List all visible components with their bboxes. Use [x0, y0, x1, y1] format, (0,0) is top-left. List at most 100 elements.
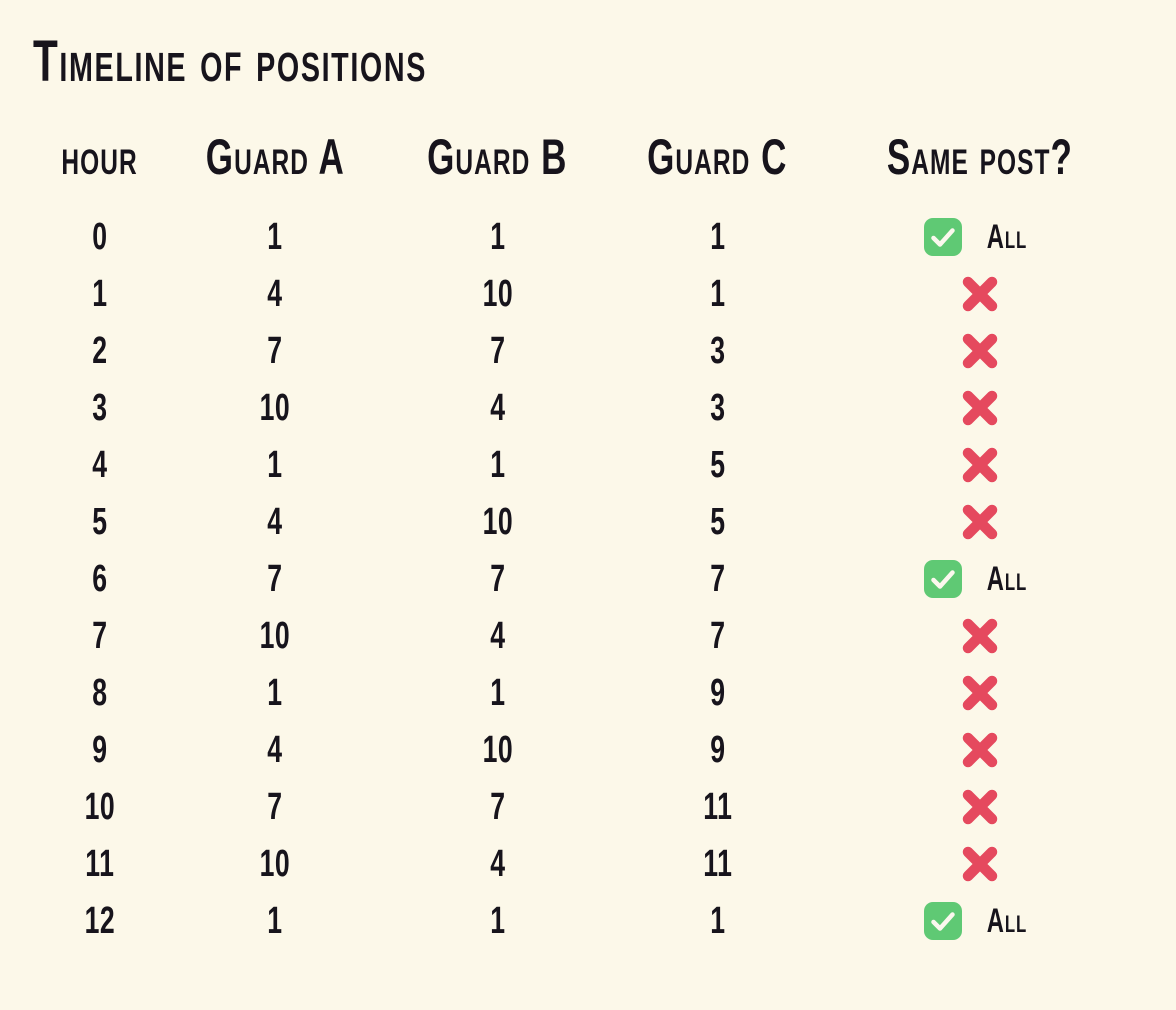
guard-a-cell: 4	[264, 731, 286, 769]
guard-c-cell: 5	[707, 503, 729, 541]
guard-c-cell: 1	[707, 275, 729, 313]
guard-c-cell: 1	[707, 218, 729, 256]
guard-b-cell: 1	[487, 674, 509, 712]
guard-a-cell: 10	[253, 617, 297, 655]
cell-value: 1	[267, 899, 283, 942]
x-icon	[956, 441, 1004, 489]
x-icon	[956, 270, 1004, 318]
same-post-cell	[956, 441, 1004, 489]
same-post-cell	[956, 498, 1004, 546]
guard-b-cell: 4	[487, 389, 509, 427]
cell-value: 1	[709, 215, 726, 258]
cell-value: 1	[267, 671, 283, 714]
mismatch-indicator	[956, 498, 1004, 546]
hour-cell: 5	[89, 503, 111, 541]
guard-a-cell: 1	[264, 674, 286, 712]
column-header-guard-b: Guard B	[427, 128, 568, 185]
cell-value: 10	[84, 785, 116, 828]
column-header-same-post: Same post?	[886, 128, 1074, 185]
hour-cell: 6	[89, 560, 111, 598]
cell-value: 10	[259, 386, 291, 429]
guard-a-cell: 10	[253, 389, 297, 427]
cell-value: 10	[482, 500, 513, 543]
hour-cell: 4	[89, 446, 111, 484]
guard-a-cell: 4	[264, 503, 286, 541]
same-post-cell	[956, 840, 1004, 888]
guard-a-cell: 1	[264, 902, 286, 940]
hour-cell: 7	[89, 617, 111, 655]
check-icon	[924, 559, 963, 598]
cell-value: 1	[489, 899, 506, 942]
hour-cell: 2	[89, 332, 111, 370]
guard-c-cell: 3	[707, 332, 729, 370]
cell-value: 1	[489, 215, 506, 258]
cell-value: 1	[709, 272, 726, 315]
cell-value: 9	[709, 728, 726, 771]
same-post-cell	[956, 270, 1004, 318]
cell-value: 2	[92, 329, 108, 372]
x-icon	[956, 669, 1004, 717]
cell-value: 7	[267, 557, 283, 600]
guard-b-cell: 4	[487, 845, 509, 883]
cell-value: 11	[702, 842, 733, 885]
cell-value: 10	[482, 272, 513, 315]
all-same-indicator: All	[924, 559, 1036, 598]
cell-value: 4	[489, 386, 506, 429]
cell-value: 4	[489, 614, 506, 657]
same-post-cell	[956, 726, 1004, 774]
cell-value: 7	[489, 785, 506, 828]
guard-a-cell: 10	[253, 845, 297, 883]
table-row: 8 1 1 9	[40, 664, 1130, 721]
column-header-guard-c: Guard C	[647, 128, 788, 185]
table-row: 3 10 4 3	[40, 379, 1130, 436]
guard-b-cell: 1	[487, 902, 509, 940]
guard-c-cell: 7	[707, 617, 729, 655]
cell-value: 6	[92, 557, 108, 600]
guard-b-cell: 10	[476, 275, 520, 313]
cell-value: 5	[709, 500, 726, 543]
same-post-cell	[956, 612, 1004, 660]
guard-c-cell: 1	[707, 902, 729, 940]
same-post-cell	[956, 384, 1004, 432]
guard-c-cell: 9	[707, 674, 729, 712]
cell-value: 7	[709, 614, 726, 657]
cell-value: 1	[709, 899, 726, 942]
cell-value: 10	[259, 614, 291, 657]
cell-value: 4	[92, 443, 108, 486]
cell-value: 12	[84, 899, 116, 942]
guard-b-cell: 1	[487, 218, 509, 256]
all-label: All	[986, 217, 1028, 256]
guard-a-cell: 7	[264, 788, 286, 826]
guard-b-cell: 4	[487, 617, 509, 655]
table-row: 6 7 7 7 All	[40, 550, 1130, 607]
guard-a-cell: 1	[264, 446, 286, 484]
cell-value: 8	[92, 671, 108, 714]
mismatch-indicator	[956, 384, 1004, 432]
same-post-cell: All	[924, 217, 1036, 256]
cell-value: 7	[267, 329, 283, 372]
cell-value: 4	[489, 842, 506, 885]
table-body: 0 1 1 1 All 1 4 10 1 2 7 7 3 3 10 4 3 4 1 1 5 5 4 10 5 6 7 7 7 All 7 10…	[40, 208, 1130, 949]
x-icon	[956, 726, 1004, 774]
guard-a-cell: 7	[264, 332, 286, 370]
cell-value: 1	[267, 443, 283, 486]
cell-value: 9	[92, 728, 108, 771]
guard-a-cell: 4	[264, 275, 286, 313]
guard-c-cell: 5	[707, 446, 729, 484]
x-icon	[956, 783, 1004, 831]
x-icon	[956, 498, 1004, 546]
page-title: Timeline of positions	[33, 31, 596, 93]
guard-c-cell: 7	[707, 560, 729, 598]
cell-value: 10	[482, 728, 513, 771]
cell-value: 11	[85, 842, 115, 885]
cell-value: 3	[92, 386, 108, 429]
cell-value: 11	[702, 785, 733, 828]
guard-a-cell: 7	[264, 560, 286, 598]
mismatch-indicator	[956, 840, 1004, 888]
hour-cell: 8	[89, 674, 111, 712]
cell-value: 9	[709, 671, 726, 714]
x-icon	[956, 384, 1004, 432]
cell-value: 7	[489, 329, 506, 372]
guard-b-cell: 10	[476, 731, 520, 769]
guard-b-cell: 1	[487, 446, 509, 484]
